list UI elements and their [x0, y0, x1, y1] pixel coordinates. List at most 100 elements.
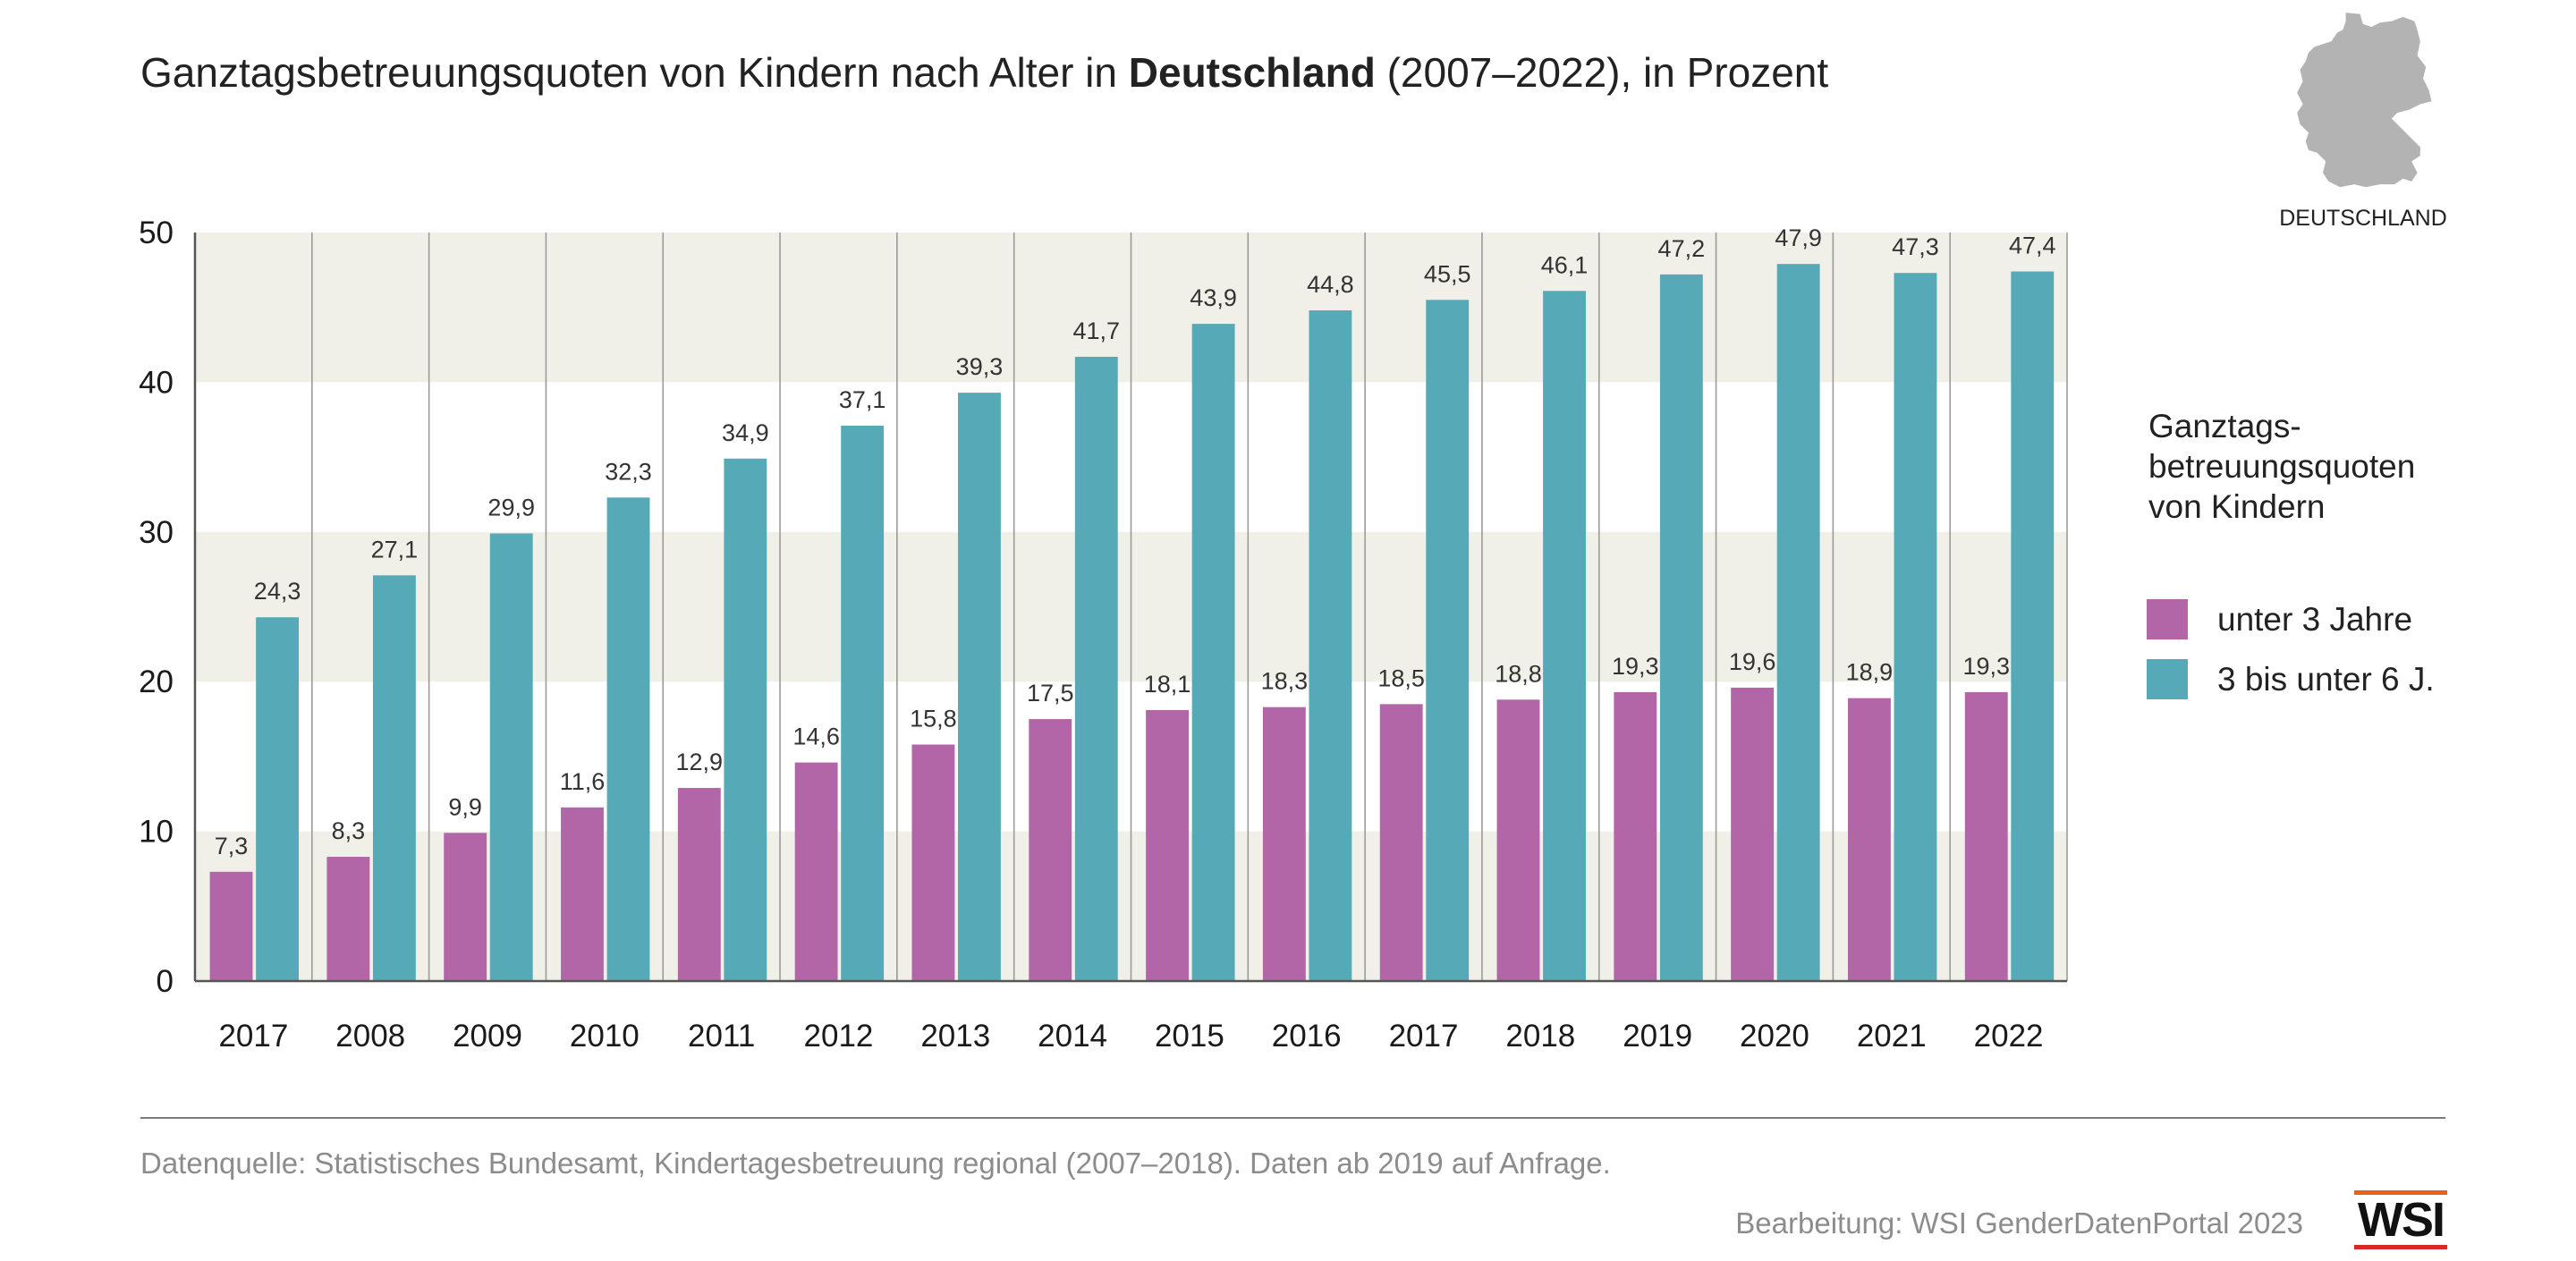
bar-3-to-6-years — [841, 425, 885, 981]
legend-label-under-3-years: unter 3 Jahre — [2217, 601, 2413, 638]
value-label: 7,3 — [215, 833, 249, 859]
legend-title: Ganztags- betreuungsquoten von Kindern — [2148, 406, 2415, 527]
x-tick-label: 2022 — [1974, 1019, 2044, 1054]
value-label: 46,1 — [1541, 251, 1589, 278]
bar-3-to-6-years — [1309, 310, 1352, 982]
bar-3-to-6-years — [1426, 300, 1470, 982]
bar-under-3-years — [1379, 704, 1423, 981]
bar-3-to-6-years — [1776, 264, 1820, 981]
bar-under-3-years — [911, 744, 955, 981]
value-label: 19,6 — [1729, 648, 1776, 675]
map-label: DEUTSCHLAND — [2279, 206, 2447, 231]
value-label: 18,8 — [1495, 660, 1542, 687]
value-label: 18,1 — [1144, 671, 1191, 698]
bar-under-3-years — [326, 857, 370, 981]
value-label: 43,9 — [1190, 284, 1237, 311]
value-label: 9,9 — [448, 793, 482, 820]
bar-under-3-years — [1029, 719, 1072, 981]
y-tick-label: 10 — [139, 815, 174, 850]
credit-note: Bearbeitung: WSI GenderDatenPortal 2023 — [1735, 1206, 2303, 1240]
y-tick-label: 40 — [139, 365, 174, 400]
bar-3-to-6-years — [1894, 273, 1937, 981]
value-label: 41,7 — [1072, 317, 1120, 344]
value-label: 17,5 — [1027, 680, 1074, 707]
x-tick-label: 2021 — [1857, 1019, 1927, 1054]
value-labels: 7,3 8,3 9,9 11,6 12,9 14,6 15,8 17,5 18,1 18,3 18,… — [215, 224, 2056, 859]
x-tick-label: 2018 — [1505, 1019, 1575, 1054]
value-label: 47,4 — [2009, 233, 2056, 259]
value-label: 29,9 — [487, 494, 535, 520]
legend-title-line: betreuungsquoten — [2148, 448, 2416, 485]
value-label: 34,9 — [722, 419, 769, 446]
x-tick-label: 2015 — [1155, 1019, 1224, 1054]
x-tick-label: 2014 — [1038, 1019, 1107, 1054]
value-label: 18,3 — [1261, 668, 1309, 695]
data-source-note: Datenquelle: Statistisches Bundesamt, Ki… — [140, 1147, 1611, 1180]
value-label: 45,5 — [1424, 260, 1471, 287]
value-label: 47,2 — [1658, 235, 1706, 262]
x-tick-label: 2008 — [335, 1019, 405, 1054]
value-label: 24,3 — [254, 578, 301, 605]
value-label: 44,8 — [1307, 271, 1354, 298]
y-tick-label: 0 — [157, 964, 174, 999]
value-label: 39,3 — [956, 353, 1004, 380]
legend-label-3-to-6-years: 3 bis unter 6 J. — [2217, 661, 2435, 698]
chart-title-suffix: (2007–2022), in Prozent — [1375, 49, 1829, 96]
chart-title-prefix: Ganztagsbetreuungsquoten von Kindern nac… — [140, 49, 1129, 96]
chart-title-country: Deutschland — [1128, 49, 1376, 96]
value-label: 32,3 — [605, 458, 652, 485]
bar-under-3-years — [1847, 698, 1891, 981]
bar-under-3-years — [209, 871, 253, 981]
wsi-logo: WSI — [2354, 1190, 2447, 1249]
group-separators — [311, 233, 2068, 981]
legend-title-line: von Kindern — [2148, 488, 2326, 525]
x-tick-label: 2017 — [1389, 1019, 1459, 1054]
value-label: 19,3 — [1612, 653, 1659, 680]
bar-3-to-6-years — [256, 617, 300, 981]
value-label: 47,9 — [1775, 224, 1822, 251]
bar-under-3-years — [1496, 699, 1540, 981]
germany-map-shape — [2297, 13, 2432, 188]
bar-3-to-6-years — [724, 458, 767, 981]
bar-3-to-6-years — [606, 497, 650, 981]
bar-under-3-years — [677, 788, 721, 981]
value-label: 37,1 — [839, 386, 886, 413]
y-axis-labels: 0 10 20 30 40 50 — [139, 216, 174, 999]
bar-3-to-6-years — [372, 575, 416, 981]
bar-3-to-6-years — [1659, 274, 1703, 981]
x-tick-label: 2013 — [920, 1019, 990, 1054]
chart-title: Ganztagsbetreuungsquoten von Kindern nac… — [140, 45, 1828, 100]
footer-divider — [140, 1117, 2445, 1119]
x-tick-label: 2009 — [453, 1019, 522, 1054]
bar-under-3-years — [1964, 691, 2008, 981]
bar-3-to-6-years — [2011, 271, 2055, 981]
germany-map-icon — [2297, 13, 2432, 188]
bar-3-to-6-years — [1191, 324, 1235, 981]
value-label: 19,3 — [1962, 653, 2010, 680]
legend-title-line: Ganztags- — [2148, 408, 2301, 444]
value-label: 11,6 — [560, 768, 606, 795]
value-label: 14,6 — [792, 724, 840, 750]
bar-under-3-years — [794, 762, 838, 981]
bar-under-3-years — [1731, 687, 1775, 981]
x-tick-label: 2012 — [804, 1019, 874, 1054]
value-label: 8,3 — [332, 817, 366, 844]
bar-3-to-6-years — [1543, 291, 1586, 981]
legend-swatch-under-3-years — [2147, 599, 2188, 639]
x-axis-labels: 2017 2008 2009 2010 2011 2012 2013 2014 2015 2016… — [218, 1019, 2043, 1054]
bar-3-to-6-years — [1074, 356, 1118, 981]
x-tick-label: 2020 — [1740, 1019, 1809, 1054]
bar-under-3-years — [1614, 691, 1657, 981]
legend-swatch-3-to-6-years — [2147, 659, 2188, 699]
bar-3-to-6-years — [489, 533, 533, 981]
bars — [209, 264, 2055, 982]
value-label: 47,3 — [1892, 233, 1939, 260]
value-label: 18,5 — [1377, 664, 1425, 691]
x-tick-label: 2010 — [570, 1019, 640, 1054]
x-tick-label: 2017 — [218, 1019, 288, 1054]
bar-under-3-years — [561, 807, 604, 981]
value-label: 12,9 — [676, 749, 724, 775]
value-label: 15,8 — [910, 706, 957, 732]
bar-under-3-years — [1262, 707, 1306, 981]
